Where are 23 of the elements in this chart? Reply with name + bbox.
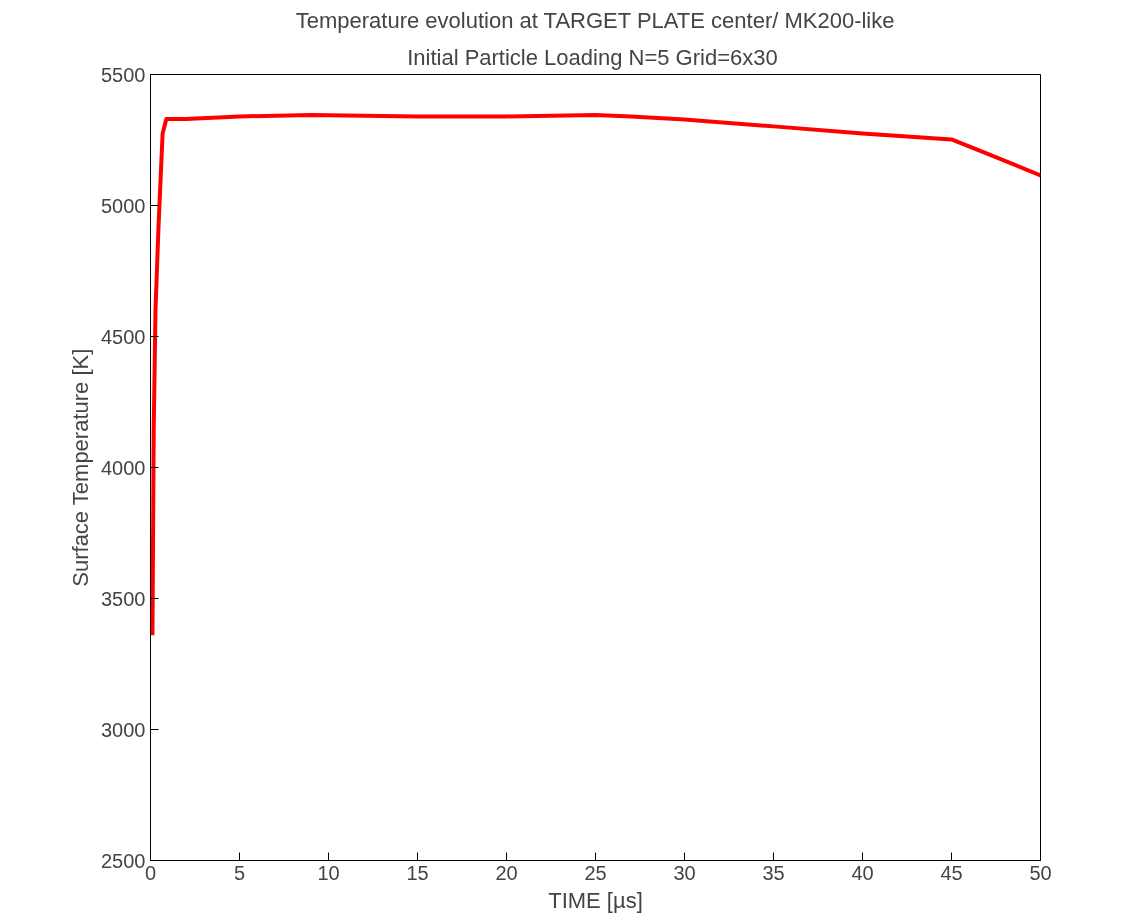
line-series <box>150 113 1041 638</box>
x-tick-label: 40 <box>851 861 874 884</box>
x-tick-label: 50 <box>1029 861 1052 884</box>
y-axis-title: Surface Temperature [K] <box>68 348 94 587</box>
x-tick-label: 25 <box>584 861 607 884</box>
x-tick-label: 15 <box>406 861 429 884</box>
y-tick-label: 2500 <box>101 849 146 872</box>
y-tick-label: 3000 <box>101 718 146 741</box>
x-axis-title: TIME [µs] <box>548 887 643 913</box>
x-tick-label: 0 <box>144 861 157 884</box>
y-tick-label: 5500 <box>101 63 146 86</box>
y-tick-label: 5000 <box>101 194 146 217</box>
x-tick-label: 20 <box>495 861 518 884</box>
chart-title: Temperature evolution at TARGET PLATE center/ MK200-like <box>295 7 895 33</box>
y-tick-label: 3500 <box>101 587 146 610</box>
y-tick-label: 4500 <box>101 325 146 348</box>
y-tick-label: 4000 <box>101 456 146 479</box>
chart-subtitle: Initial Particle Loading N=5 Grid=6x30 <box>407 44 778 70</box>
x-tick-label: 5 <box>233 861 246 884</box>
x-tick-label: 10 <box>317 861 340 884</box>
x-tick-label: 30 <box>673 861 696 884</box>
x-tick-label: 45 <box>940 861 963 884</box>
x-tick-label: 35 <box>762 861 785 884</box>
